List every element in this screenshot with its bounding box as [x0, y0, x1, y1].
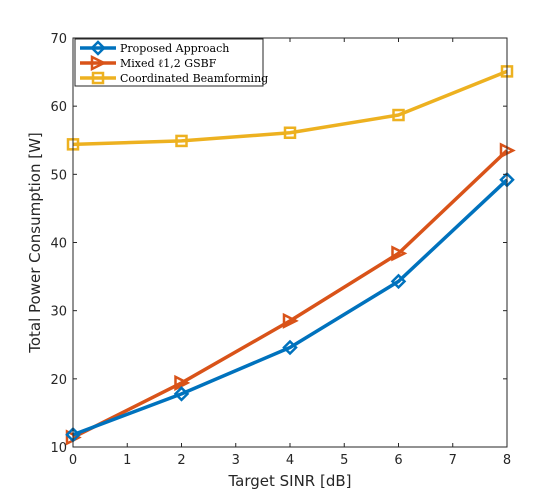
x-tick-label: 4: [286, 453, 294, 468]
y-tick-label: 60: [50, 100, 67, 115]
y-tick-label: 70: [50, 32, 67, 47]
x-tick-label: 7: [449, 453, 457, 468]
legend-marker: [90, 54, 107, 72]
series-layer: [65, 65, 516, 446]
x-tick-label: 6: [394, 453, 402, 468]
legend-entry: Mixed ℓ1,2 GSBF: [80, 54, 217, 72]
tick-layer: 0 1 2 3 4 5 6 7 8 10 20 30 40 50 60 70: [50, 32, 511, 468]
data-point: [283, 126, 297, 140]
series-line: [72, 178, 509, 437]
legend-label: Proposed Approach: [120, 42, 229, 55]
data-point: [282, 339, 298, 356]
y-tick-label: 30: [50, 305, 67, 320]
plot-area: [73, 38, 507, 447]
data-point: [173, 386, 190, 402]
x-tick-label: 5: [340, 453, 348, 468]
data-point: [391, 245, 408, 262]
x-tick-label: 0: [69, 453, 77, 468]
y-tick-label: 50: [50, 168, 67, 183]
y-tick-label: 10: [50, 441, 67, 456]
data-point: [174, 374, 191, 391]
series-0: [65, 172, 515, 443]
series-line: [72, 149, 509, 440]
x-tick-label: 3: [232, 453, 240, 468]
legend: Proposed Approach Mixed ℓ1,2 GSBF Coordina…: [74, 38, 268, 87]
legend-marker: [91, 71, 105, 85]
plot-background: [73, 38, 507, 447]
x-tick-label: 2: [177, 453, 185, 468]
legend-entry: Proposed Approach: [80, 40, 229, 56]
x-tick-label: 8: [503, 453, 511, 468]
series-line: [72, 69, 508, 147]
y-tick-label: 20: [50, 373, 67, 388]
legend-label: Coordinated Beamforming: [120, 72, 268, 85]
data-point: [390, 273, 407, 290]
data-point: [282, 312, 299, 329]
x-axis-label: Target SINR [dB]: [227, 472, 351, 490]
data-point: [175, 134, 188, 148]
legend-entry: Coordinated Beamforming: [80, 71, 268, 85]
x-tick-label: 1: [123, 453, 131, 468]
data-point: [392, 108, 405, 122]
legend-marker: [90, 40, 106, 56]
legend-label: Mixed ℓ1,2 GSBF: [120, 57, 217, 70]
y-axis-label: Total Power Consumption [W]: [26, 132, 44, 354]
y-tick-label: 40: [50, 237, 67, 252]
